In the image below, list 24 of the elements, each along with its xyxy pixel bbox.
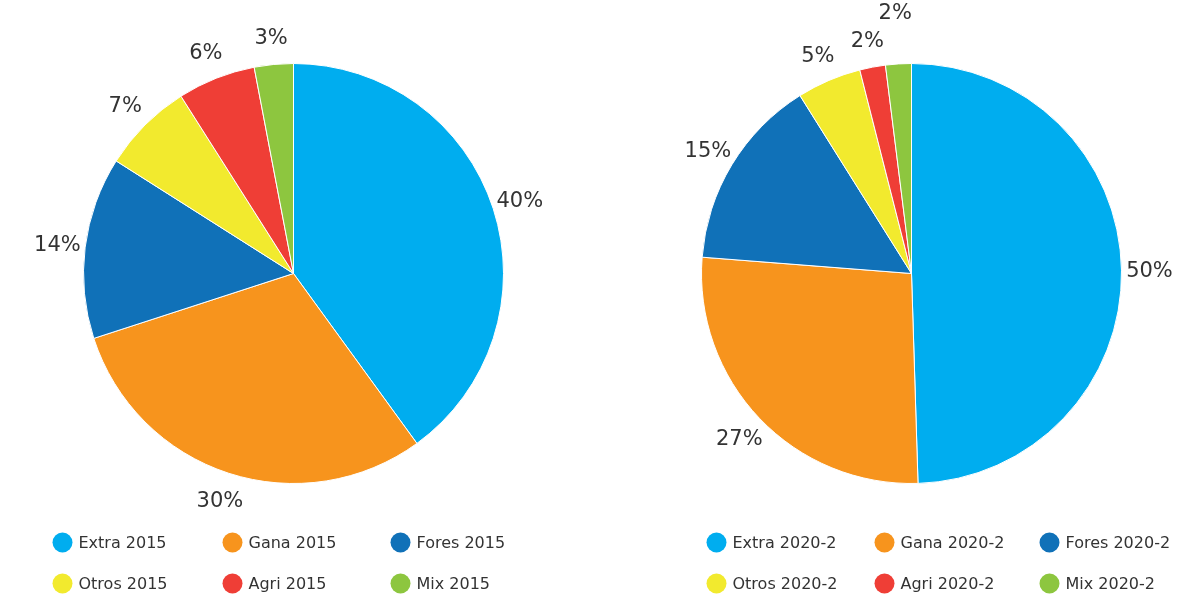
legend-label: Extra 2020-2 [732, 533, 837, 552]
data-label: 2% [878, 0, 912, 25]
data-label: 6% [189, 40, 223, 65]
data-label: 15% [684, 138, 732, 163]
legend-label: Mix 2015 [416, 574, 491, 593]
legend-label: Gana 2015 [248, 533, 337, 552]
legend-label: Agri 2020-2 [900, 574, 995, 593]
data-label: 3% [254, 24, 288, 49]
data-label: 30% [196, 487, 244, 512]
legend-label: Gana 2020-2 [900, 533, 1005, 552]
data-label: 7% [108, 93, 142, 118]
legend-label: Fores 2015 [416, 533, 506, 552]
legend-label: Mix 2020-2 [1065, 574, 1155, 593]
data-label: 2% [850, 27, 885, 52]
data-label: 27% [715, 425, 763, 450]
legend-label: Extra 2015 [78, 533, 167, 552]
data-label: 5% [801, 42, 835, 67]
legend-label: Fores 2020-2 [1065, 533, 1171, 552]
legend-label: Agri 2015 [248, 574, 327, 593]
data-label: 40% [496, 187, 544, 212]
legend-label: Otros 2015 [78, 574, 168, 593]
data-label: 50% [1126, 257, 1173, 282]
legend-label: Otros 2020-2 [732, 574, 838, 593]
data-label: 14% [34, 231, 81, 256]
